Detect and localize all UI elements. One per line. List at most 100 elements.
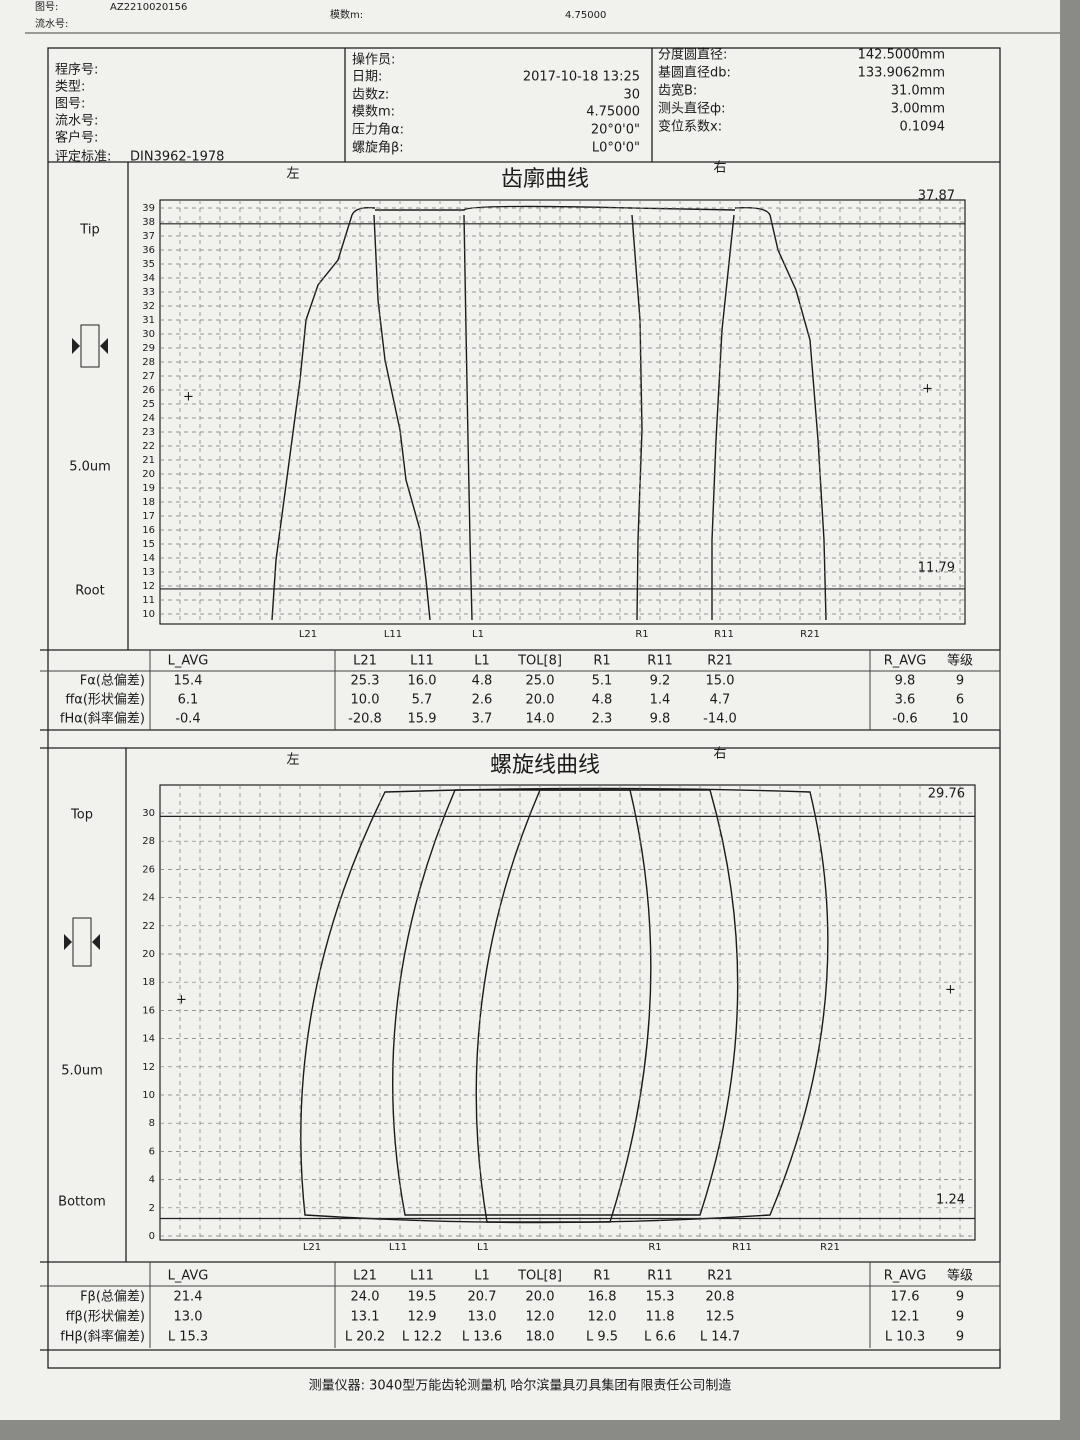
column-header: R21 xyxy=(707,1269,733,1284)
table-cell: 3.7 xyxy=(472,712,493,727)
y-tick-label: 19 xyxy=(142,483,155,494)
table-cell: 12.0 xyxy=(526,1310,555,1325)
info-label: 分度圆直径: xyxy=(658,47,727,63)
curve-label: R1 xyxy=(648,1242,661,1253)
table-cell: 9 xyxy=(956,1330,964,1345)
y-tick-label: 17 xyxy=(142,511,155,522)
trace xyxy=(631,214,643,621)
column-header: L_AVG xyxy=(168,654,209,669)
table-cell: 3.6 xyxy=(895,693,916,708)
curve-label: R21 xyxy=(800,629,820,640)
table-cell: 20.7 xyxy=(468,1290,497,1305)
y-tick-label: 18 xyxy=(142,497,155,508)
top-strip: 图号: AZ2210020156 流水号: 模数m: 4.75000 xyxy=(25,1,1060,34)
table-cell: L 14.7 xyxy=(700,1330,740,1345)
y-tick-label: 26 xyxy=(142,864,155,875)
info-value: 2017-10-18 13:25 xyxy=(523,70,640,85)
column-header: R_AVG xyxy=(884,1269,927,1284)
curve-label: R11 xyxy=(714,629,734,640)
y-tick-label: 28 xyxy=(142,357,155,368)
curve-label: L11 xyxy=(384,629,402,640)
table-cell: 5.1 xyxy=(592,674,613,689)
table-cell: 5.7 xyxy=(412,693,433,708)
table-cell: 15.9 xyxy=(408,712,437,727)
table-cell: 10.0 xyxy=(351,693,380,708)
trace xyxy=(271,206,376,621)
side-label: 5.0um xyxy=(61,1064,103,1079)
side-label: Tip xyxy=(79,223,99,238)
table-cell: 16.8 xyxy=(588,1290,617,1305)
y-tick-label: 4 xyxy=(149,1175,155,1186)
y-tick-label: 21 xyxy=(142,455,155,466)
y-tick-label: 12 xyxy=(142,1062,155,1073)
table-cell: L 20.2 xyxy=(345,1330,385,1345)
table-cell: -14.0 xyxy=(703,712,737,727)
left-label: 左 xyxy=(286,167,299,182)
y-tick-label: 0 xyxy=(149,1231,155,1242)
table-cell: 11.8 xyxy=(646,1310,675,1325)
table-cell: 9 xyxy=(956,674,964,689)
icon xyxy=(80,324,100,368)
table-cell: 12.0 xyxy=(588,1310,617,1325)
column-header: L1 xyxy=(474,654,490,669)
value: 4.75000 xyxy=(565,10,606,21)
curve-label: R11 xyxy=(732,1242,752,1253)
curve-label: L11 xyxy=(389,1242,407,1253)
section-title: 齿廓曲线 xyxy=(501,167,589,192)
info-value: DIN3962-1978 xyxy=(130,150,224,165)
y-tick-label: 20 xyxy=(142,949,155,960)
row-label: fHβ(斜率偏差) xyxy=(60,1329,145,1345)
table-cell: 25.0 xyxy=(526,674,555,689)
table-cell: -20.8 xyxy=(348,712,382,727)
section-title: 螺旋线曲线 xyxy=(490,753,600,778)
table-cell: 13.0 xyxy=(174,1310,203,1325)
column-header: TOL[8] xyxy=(517,1269,562,1284)
table-cell: 13.0 xyxy=(468,1310,497,1325)
y-tick-label: 14 xyxy=(142,553,155,564)
trace xyxy=(711,214,735,620)
table-cell: L 10.3 xyxy=(885,1330,925,1345)
info-label: 操作员: xyxy=(352,52,395,68)
y-tick-label: 29 xyxy=(142,343,155,354)
info-label: 类型: xyxy=(55,80,85,95)
table-cell: -0.6 xyxy=(892,712,917,727)
column-header: L21 xyxy=(353,1269,377,1284)
info-value: 0.1094 xyxy=(900,120,946,135)
y-tick-label: 20 xyxy=(142,469,155,480)
table-cell: 4.8 xyxy=(592,693,613,708)
table-cell: 9 xyxy=(956,1290,964,1305)
table-cell: 15.3 xyxy=(646,1290,675,1305)
column-header: R_AVG xyxy=(884,654,927,669)
y-tick-label: 14 xyxy=(142,1034,155,1045)
column-header: L11 xyxy=(410,654,434,669)
reference-value: 1.24 xyxy=(936,1193,965,1208)
table-cell: 21.4 xyxy=(174,1290,203,1305)
reference-value: 11.79 xyxy=(918,561,955,576)
info-value: 133.9062mm xyxy=(858,66,945,81)
side-label: Root xyxy=(75,584,104,599)
icon xyxy=(72,917,92,967)
y-tick-label: 16 xyxy=(142,525,155,536)
y-tick-label: 22 xyxy=(142,441,155,452)
column-header: R21 xyxy=(707,654,733,669)
y-tick-label: 13 xyxy=(142,567,155,578)
reference-value: 29.76 xyxy=(928,787,965,802)
column-header: L1 xyxy=(474,1269,490,1284)
table-cell: 24.0 xyxy=(351,1290,380,1305)
table-cell: 20.0 xyxy=(526,693,555,708)
curve-label: L1 xyxy=(477,1242,489,1253)
table-cell: 9 xyxy=(956,1310,964,1325)
y-tick-label: 30 xyxy=(142,808,155,819)
info-label: 程序号: xyxy=(55,63,98,78)
table-cell: 9.8 xyxy=(650,712,671,727)
y-tick-label: 16 xyxy=(142,1005,155,1016)
row-label: fHα(斜率偏差) xyxy=(60,711,145,727)
table-cell: 19.5 xyxy=(408,1290,437,1305)
y-tick-label: 35 xyxy=(142,259,155,270)
column-header: L_AVG xyxy=(168,1269,209,1284)
info-label: 流水号: xyxy=(55,114,98,129)
y-tick-label: 22 xyxy=(142,921,155,932)
column-header: TOL[8] xyxy=(517,654,562,669)
info-label: 模数m: xyxy=(352,105,395,120)
info-label: 齿宽B: xyxy=(658,83,697,99)
